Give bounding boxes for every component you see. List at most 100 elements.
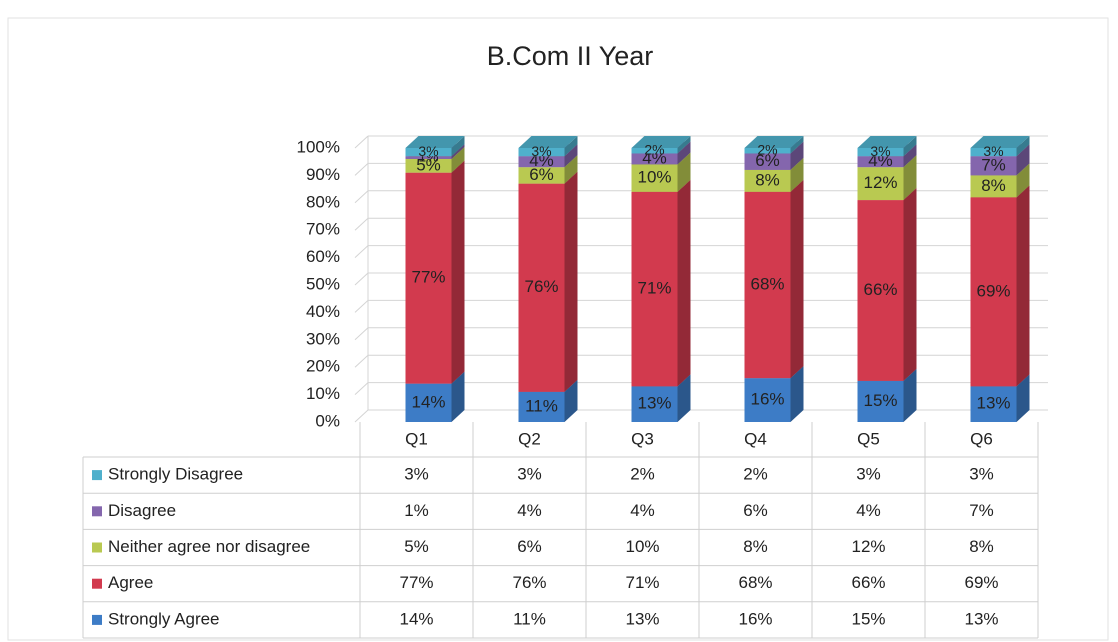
bar-side <box>451 160 465 384</box>
chart-frame <box>7 17 1109 641</box>
bar <box>970 148 1017 157</box>
bar <box>518 148 565 157</box>
bar-side <box>790 157 804 192</box>
bar-side <box>1016 374 1030 422</box>
table-cell: 8% <box>969 537 994 556</box>
data-label: 11% <box>525 396 558 415</box>
bar <box>857 200 904 381</box>
legend-label: Agree <box>108 573 153 592</box>
bar-side <box>1016 144 1030 176</box>
table-cell: 12% <box>851 537 885 556</box>
bar-top <box>970 136 1030 148</box>
bar-side <box>903 155 917 201</box>
table-cell: 3% <box>856 465 881 484</box>
bar <box>857 380 904 422</box>
table-cell: 11% <box>513 609 546 628</box>
y-tick-label: 90% <box>306 165 340 184</box>
bar-side <box>451 146 465 173</box>
grid-line-floor <box>354 409 369 423</box>
y-tick-label: 70% <box>306 220 340 239</box>
y-tick-label: 40% <box>306 302 340 321</box>
y-tick-label: 100% <box>297 137 340 156</box>
bar-side <box>677 152 691 192</box>
bar-side <box>790 136 804 154</box>
bar-side <box>564 144 578 168</box>
data-label: 69% <box>976 281 1010 300</box>
grid-line-floor <box>354 327 369 341</box>
table-cell: 6% <box>517 537 542 556</box>
table-cell: 2% <box>743 465 768 484</box>
bar-side <box>790 179 804 379</box>
table-cell: 3% <box>969 465 994 484</box>
bar-side <box>1016 163 1030 198</box>
bar <box>631 164 678 192</box>
bar-side <box>451 136 465 157</box>
data-label: 3% <box>983 143 1003 159</box>
x-tick-label: Q5 <box>857 429 880 448</box>
table-cell: 15% <box>851 609 885 628</box>
data-label: 77% <box>411 268 445 287</box>
bar <box>970 386 1017 422</box>
data-label: 76% <box>524 277 558 296</box>
table-cell: 68% <box>738 573 772 592</box>
bar-side <box>903 136 917 157</box>
bar <box>518 156 565 168</box>
bar-side <box>790 141 804 170</box>
bar-top <box>518 136 578 148</box>
legend-label: Disagree <box>108 501 176 520</box>
x-tick-label: Q6 <box>970 429 993 448</box>
bar <box>631 386 678 422</box>
data-label: 5% <box>416 155 441 174</box>
bar-side <box>1016 136 1030 157</box>
table-cell: 2% <box>630 465 655 484</box>
table-cell: 69% <box>964 573 998 592</box>
bar-top <box>631 136 691 148</box>
table-cell: 1% <box>404 501 429 520</box>
bar <box>744 191 791 379</box>
table-cell: 76% <box>512 573 546 592</box>
x-tick-label: Q2 <box>518 429 541 448</box>
y-tick-label: 60% <box>306 247 340 266</box>
data-label: 2% <box>757 141 777 157</box>
bar <box>970 156 1017 176</box>
data-label: 7% <box>981 155 1006 174</box>
grid-line-floor <box>354 190 369 204</box>
table-cell: 4% <box>517 501 542 520</box>
bar <box>405 158 452 173</box>
bar <box>857 148 904 157</box>
data-label: 3% <box>531 143 551 159</box>
bar <box>970 197 1017 387</box>
grid-line-floor <box>354 135 369 149</box>
table-cell: 6% <box>743 501 768 520</box>
data-label: 13% <box>637 394 671 413</box>
legend-label: Strongly Agree <box>108 609 220 628</box>
bar <box>405 172 452 384</box>
x-tick-label: Q1 <box>405 429 428 448</box>
bar <box>405 148 452 157</box>
data-label: 8% <box>981 176 1006 195</box>
data-label: 2% <box>644 141 664 157</box>
legend-label: Neither agree nor disagree <box>108 537 310 556</box>
grid-line-floor <box>354 245 369 258</box>
bar <box>857 156 904 168</box>
bar <box>518 167 565 184</box>
data-label: 12% <box>863 173 897 192</box>
bar-side <box>677 179 691 387</box>
table-cell: 4% <box>630 501 655 520</box>
bar-side <box>564 379 578 422</box>
bar-side <box>677 141 691 165</box>
table-cell: 10% <box>625 537 659 556</box>
chart-title: B.Com II Year <box>487 41 654 71</box>
table-cell: 3% <box>404 465 429 484</box>
bar-side <box>564 136 578 157</box>
y-tick-label: 80% <box>306 192 340 211</box>
legend-label: Strongly Disagree <box>108 465 243 484</box>
table-cell: 3% <box>517 465 542 484</box>
table-cell: 66% <box>851 573 885 592</box>
table-cell: 16% <box>738 609 772 628</box>
legend-swatch <box>92 470 102 481</box>
table-cell: 4% <box>856 501 881 520</box>
y-tick-label: 20% <box>306 357 340 376</box>
legend-swatch <box>92 614 102 625</box>
